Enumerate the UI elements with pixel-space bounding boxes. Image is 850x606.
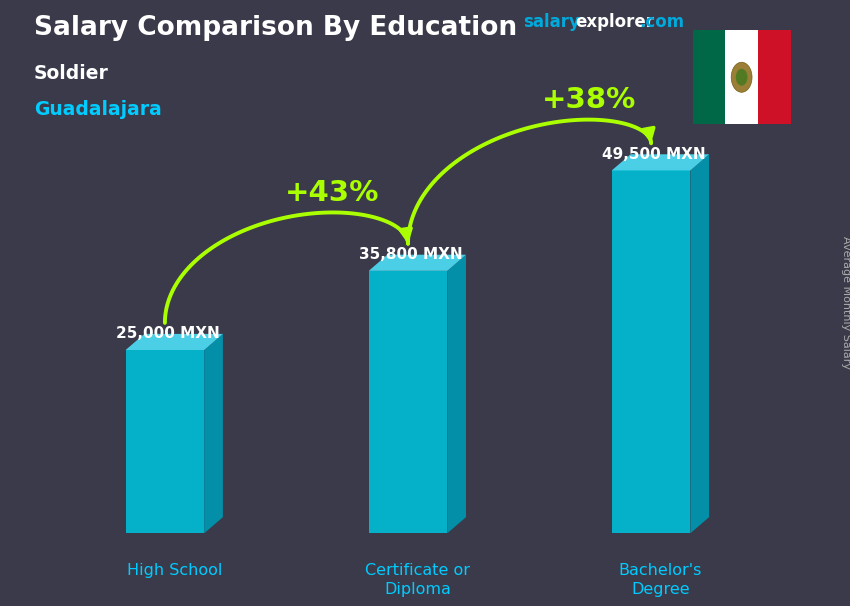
Bar <box>126 350 204 533</box>
Text: Bachelor's
Degree: Bachelor's Degree <box>619 562 702 598</box>
Polygon shape <box>204 334 223 533</box>
Text: Soldier: Soldier <box>34 64 109 82</box>
Text: 35,800 MXN: 35,800 MXN <box>360 247 463 262</box>
Polygon shape <box>369 255 466 271</box>
Bar <box>725 30 758 124</box>
Text: salary: salary <box>523 13 580 32</box>
Text: +43%: +43% <box>285 179 379 207</box>
Text: .com: .com <box>639 13 684 32</box>
Polygon shape <box>690 155 709 533</box>
Text: Salary Comparison By Education: Salary Comparison By Education <box>34 15 517 41</box>
Bar <box>758 30 791 124</box>
Text: Certificate or
Diploma: Certificate or Diploma <box>365 562 470 598</box>
Text: Average Monthly Salary: Average Monthly Salary <box>841 236 850 370</box>
Text: Guadalajara: Guadalajara <box>34 100 162 119</box>
Bar <box>693 30 725 124</box>
Bar <box>369 271 447 533</box>
Polygon shape <box>126 334 223 350</box>
Polygon shape <box>447 255 466 533</box>
Polygon shape <box>612 155 709 170</box>
Text: +38%: +38% <box>542 86 637 114</box>
Text: High School: High School <box>127 562 222 578</box>
Text: 25,000 MXN: 25,000 MXN <box>116 326 220 341</box>
Circle shape <box>736 69 747 85</box>
Bar <box>612 170 690 533</box>
Text: 49,500 MXN: 49,500 MXN <box>603 147 706 162</box>
Circle shape <box>731 62 752 92</box>
Text: explorer: explorer <box>575 13 654 32</box>
